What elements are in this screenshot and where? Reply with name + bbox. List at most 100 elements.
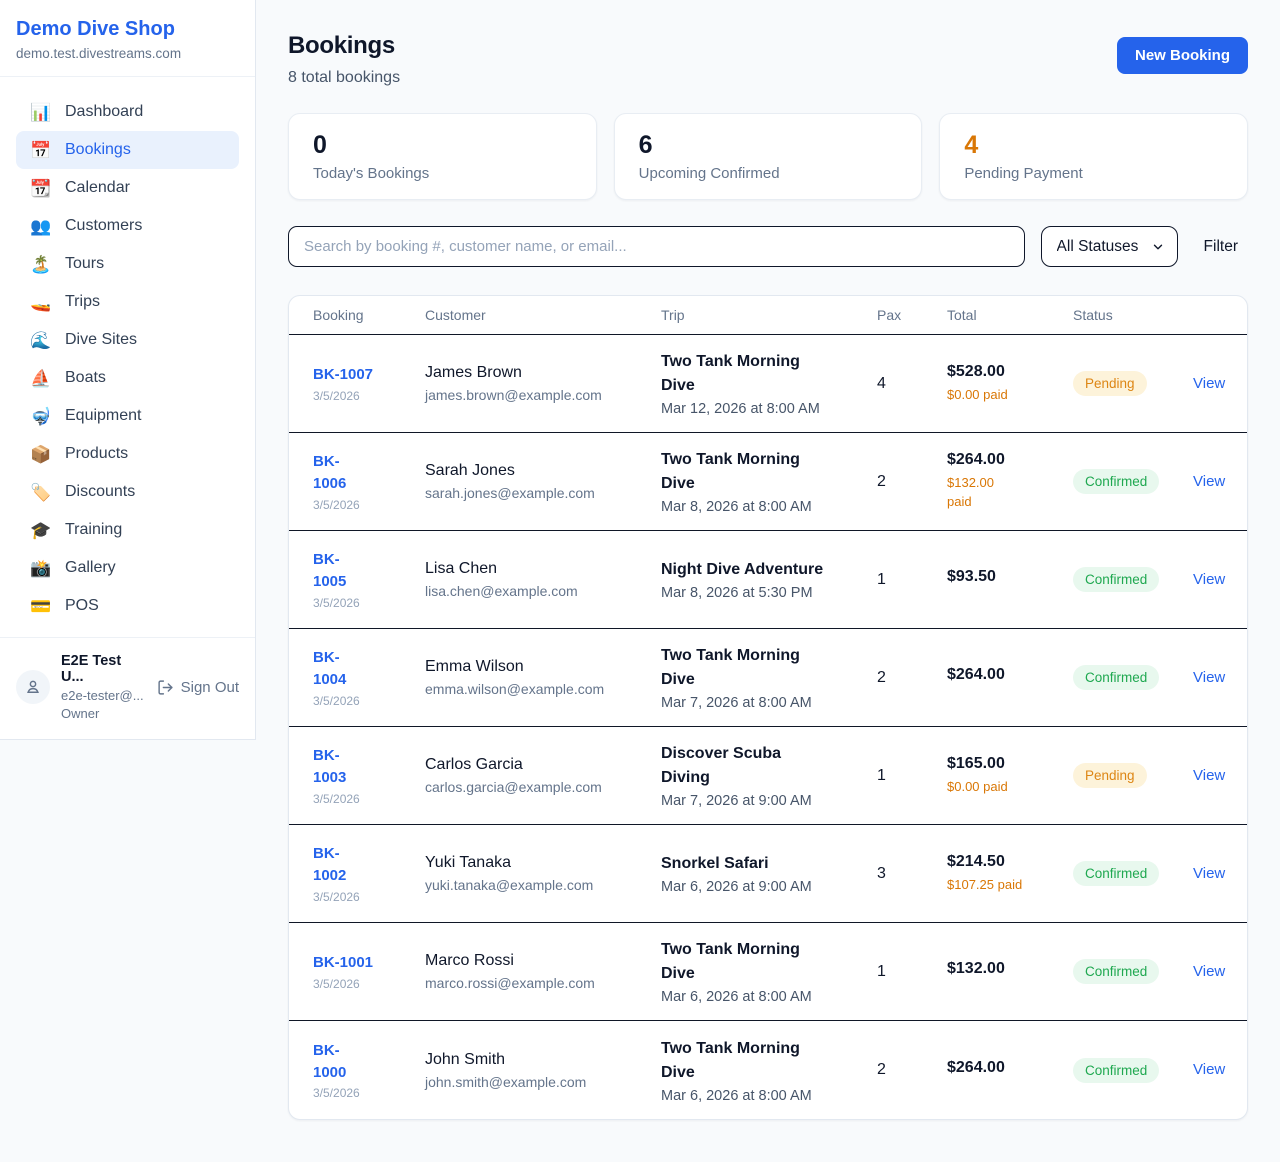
sidebar-header: Demo Dive Shop demo.test.divestreams.com: [0, 0, 255, 77]
view-link[interactable]: View: [1193, 962, 1226, 980]
sign-out-label: Sign Out: [180, 678, 239, 696]
trip-datetime: Mar 8, 2026 at 8:00 AM: [661, 499, 812, 515]
booking-link[interactable]: BK-1005: [313, 551, 347, 590]
stat-value: 6: [638, 131, 653, 159]
view-link[interactable]: View: [1193, 374, 1226, 392]
col-header-status: Status: [1073, 307, 1113, 323]
log-out-icon: [158, 679, 173, 695]
customer-name: Lisa Chen: [425, 560, 498, 577]
sidebar-item-dive-sites[interactable]: 🌊 Dive Sites: [16, 321, 239, 359]
table-row: BK-1000 3/5/2026 John Smith john.smith@exa…: [289, 1021, 1247, 1119]
total-amount: $264.00: [947, 451, 1005, 469]
pax-count: 3: [877, 864, 886, 882]
sidebar-item-calendar[interactable]: 📆 Calendar: [16, 169, 239, 207]
sidebar-item-pos[interactable]: 💳 POS: [16, 587, 239, 625]
user-info: E2E Test U... e2e-tester@... Owner: [61, 653, 146, 721]
island-icon: 🏝️: [30, 254, 52, 274]
sidebar-item-dashboard[interactable]: 📊 Dashboard: [16, 93, 239, 131]
new-booking-button[interactable]: New Booking: [1116, 37, 1248, 74]
view-link[interactable]: View: [1193, 668, 1226, 686]
filter-button[interactable]: Filter: [1194, 238, 1248, 256]
sidebar-item-label: Dashboard: [65, 103, 144, 120]
trip-name: Two Tank Morning Dive: [661, 647, 800, 688]
total-amount: $165.00: [947, 754, 1005, 772]
total-amount: $264.00: [947, 666, 1005, 683]
status-badge: Pending: [1073, 371, 1147, 396]
status-badge: Confirmed: [1073, 469, 1160, 494]
pax-count: 1: [877, 962, 886, 980]
booking-date: 3/5/2026: [313, 889, 360, 904]
trip-name: Two Tank Morning Dive: [661, 1039, 800, 1081]
total-bookings-count: 8 total bookings: [288, 69, 401, 86]
sidebar-item-trips[interactable]: 🚤 Trips: [16, 283, 239, 321]
status-badge: Confirmed: [1073, 861, 1160, 886]
view-link[interactable]: View: [1193, 472, 1226, 490]
table-row: BK-1004 3/5/2026 Emma Wilson emma.wilson@e…: [289, 629, 1247, 727]
col-header-trip: Trip: [661, 307, 685, 323]
sidebar: Demo Dive Shop demo.test.divestreams.com…: [0, 0, 256, 740]
view-link[interactable]: View: [1193, 766, 1226, 784]
customer-email: emma.wilson@example.com: [425, 681, 605, 697]
view-link[interactable]: View: [1193, 1061, 1226, 1078]
booking-link[interactable]: BK-1002: [313, 845, 347, 884]
paid-amount: $132.00 paid: [947, 475, 994, 509]
customer-name: James Brown: [425, 364, 522, 381]
booking-link[interactable]: BK-1001: [313, 954, 374, 972]
booking-date: 3/5/2026: [313, 595, 360, 610]
tag-icon: 🏷️: [30, 482, 52, 502]
sidebar-item-label: Dive Sites: [65, 331, 138, 348]
sidebar-item-tours[interactable]: 🏝️ Tours: [16, 245, 239, 283]
stat-label: Today's Bookings: [313, 165, 430, 182]
camera-icon: 📸: [30, 558, 52, 578]
booking-link[interactable]: BK-1006: [313, 453, 347, 492]
view-link[interactable]: View: [1193, 570, 1226, 588]
sidebar-item-gallery[interactable]: 📸 Gallery: [16, 549, 239, 587]
customer-name: Emma Wilson: [425, 658, 524, 675]
total-amount: $214.50: [947, 852, 1005, 870]
status-filter-select[interactable]: All Statuses: [1040, 226, 1178, 267]
trip-name: Night Dive Adventure: [661, 561, 824, 578]
booking-link[interactable]: BK-1004: [313, 649, 347, 688]
status-badge: Confirmed: [1073, 567, 1160, 592]
sidebar-item-label: Equipment: [65, 407, 142, 424]
booking-link[interactable]: BK-1007: [313, 366, 374, 384]
page-header: Bookings 8 total bookings New Booking: [288, 32, 1248, 87]
sidebar-item-customers[interactable]: 👥 Customers: [16, 207, 239, 245]
booking-date: 3/5/2026: [313, 1086, 360, 1101]
sidebar-item-label: Calendar: [65, 179, 130, 196]
stat-card-todays-bookings: 0 Today's Bookings: [288, 113, 597, 200]
calendar-icon: 📅: [30, 140, 52, 160]
sidebar-item-label: POS: [65, 597, 99, 614]
main-content: Bookings 8 total bookings New Booking 0 …: [256, 0, 1280, 1152]
status-badge: Confirmed: [1073, 665, 1160, 690]
sidebar-item-equipment[interactable]: 🤿 Equipment: [16, 397, 239, 435]
sidebar-item-training[interactable]: 🎓 Training: [16, 511, 239, 549]
sidebar-item-boats[interactable]: ⛵ Boats: [16, 359, 239, 397]
booking-link[interactable]: BK-1000: [313, 1041, 347, 1081]
paid-amount: $0.00 paid: [947, 386, 1008, 402]
view-link[interactable]: View: [1193, 864, 1226, 882]
sidebar-item-bookings[interactable]: 📅 Bookings: [16, 131, 239, 169]
customer-name: John Smith: [425, 1050, 506, 1068]
shop-name[interactable]: Demo Dive Shop: [16, 18, 175, 40]
customer-email: carlos.garcia@example.com: [425, 779, 602, 795]
sidebar-item-label: Trips: [65, 293, 100, 310]
sidebar-item-discounts[interactable]: 🏷️ Discounts: [16, 473, 239, 511]
stat-value: 4: [964, 131, 979, 159]
booking-date: 3/5/2026: [313, 693, 360, 708]
total-amount: $93.50: [947, 568, 996, 585]
search-input[interactable]: [288, 226, 1025, 267]
trip-datetime: Mar 6, 2026 at 9:00 AM: [661, 879, 812, 895]
package-icon: 📦: [30, 444, 52, 464]
stats-row: 0 Today's Bookings 6 Upcoming Confirmed …: [288, 113, 1248, 200]
booking-link[interactable]: BK-1003: [313, 747, 347, 786]
sidebar-item-label: Discounts: [65, 483, 136, 500]
sign-out-button[interactable]: Sign Out: [157, 679, 239, 696]
avatar: [16, 670, 50, 704]
bookings-table: Booking Customer Trip Pax Total Status B…: [288, 295, 1248, 1120]
speedboat-icon: 🚤: [30, 292, 52, 312]
pax-count: 1: [877, 570, 886, 588]
sidebar-item-label: Gallery: [65, 559, 116, 576]
sidebar-item-products[interactable]: 📦 Products: [16, 435, 239, 473]
total-amount: $528.00: [947, 362, 1005, 380]
